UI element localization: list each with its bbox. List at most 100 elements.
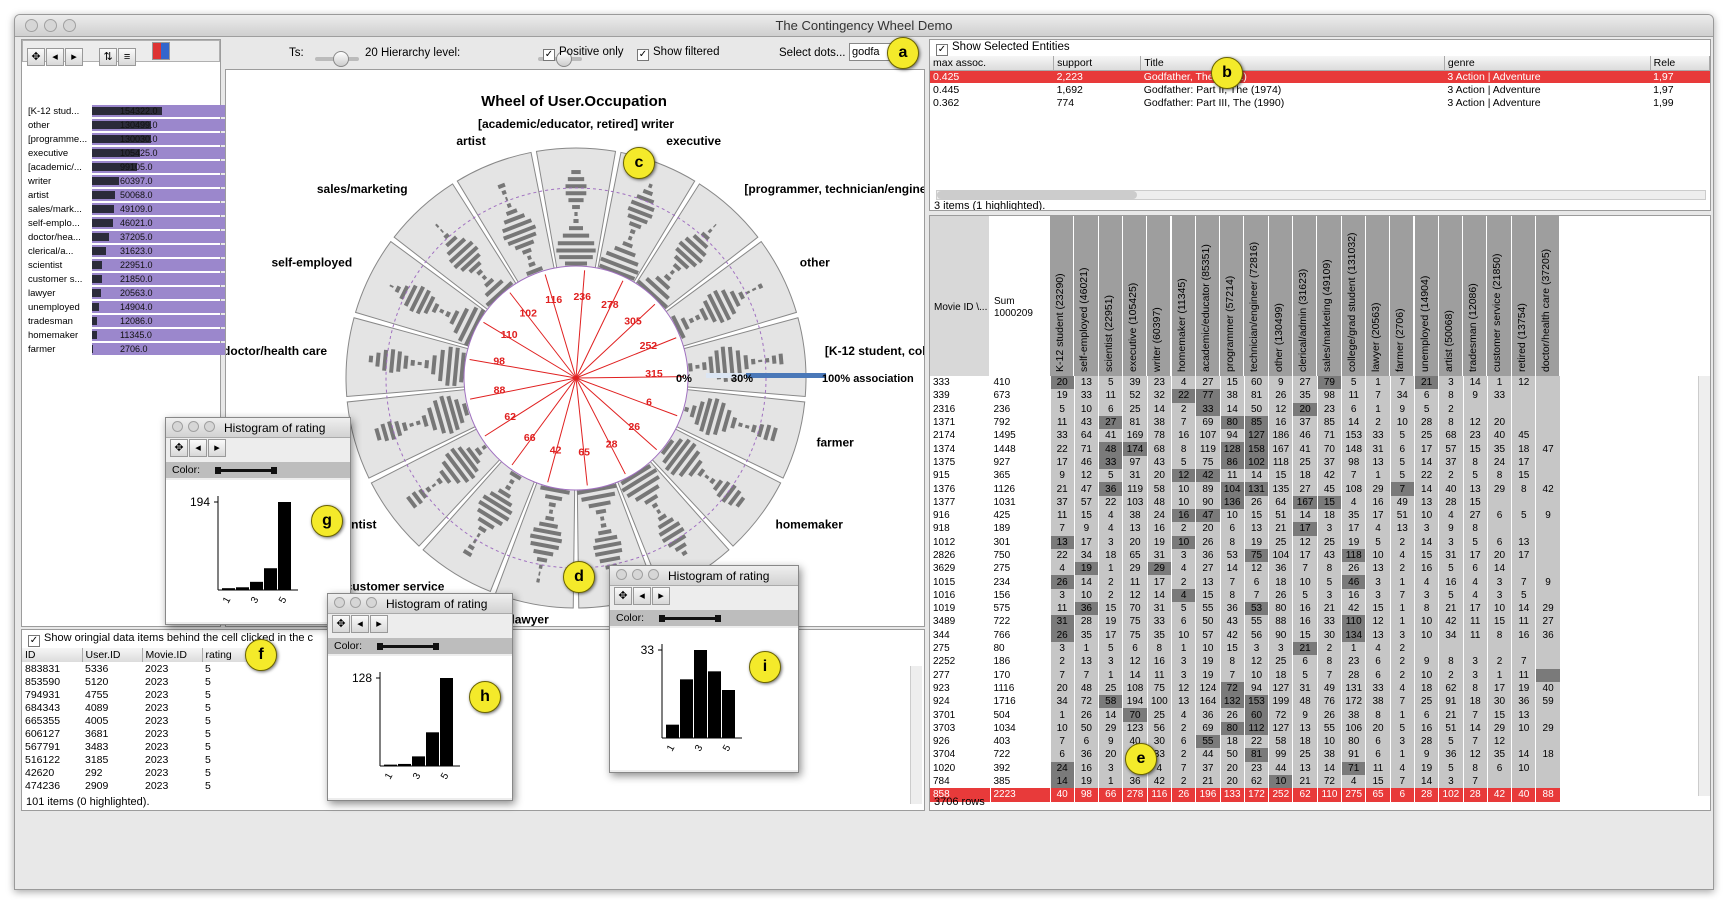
matrix-cell[interactable]: 36 [1098, 482, 1124, 496]
matrix-cell[interactable]: 48 [1098, 442, 1124, 456]
matrix-cell[interactable]: 25 [1147, 708, 1172, 722]
matrix-cell[interactable]: 12 [1511, 376, 1537, 390]
matrix-row[interactable]: 916 425 11 15 4 38 24 16 47 10 15 51 14 18 35 17 51 10 4 27… [930, 508, 1561, 523]
matrix-cell[interactable]: 31 [1292, 681, 1318, 696]
matrix-cell[interactable]: 16 [1268, 415, 1294, 430]
matrix-cell[interactable]: 29 [1535, 721, 1561, 736]
matrix-cell[interactable]: 14 [1147, 402, 1172, 416]
matrix-cell[interactable]: 40 [1535, 681, 1561, 696]
matrix-cell[interactable]: 102 [1438, 788, 1464, 802]
matrix-cell[interactable]: 21 [1268, 522, 1294, 536]
matrix-cell[interactable]: 5 [1390, 469, 1415, 483]
matrix-cell[interactable]: 62 [1438, 681, 1464, 696]
matrix-cell[interactable]: 5 [1390, 429, 1415, 443]
matrix-cell[interactable]: 6 [1487, 535, 1513, 549]
matrix-cell[interactable]: 81 [1244, 748, 1270, 762]
matrix-column-header[interactable]: artist (50068) [1438, 216, 1464, 376]
matrix-cell[interactable]: 3 [1268, 641, 1294, 656]
matrix-cell[interactable]: 1 [1365, 376, 1391, 390]
matrix-cell[interactable]: 1 [1098, 668, 1124, 682]
matrix-cell[interactable]: 25 [1268, 535, 1294, 549]
matrix-cell[interactable]: 134 [1341, 628, 1367, 642]
matrix-cell[interactable]: 5 [1365, 535, 1391, 549]
matrix-cell[interactable]: 99 [1268, 748, 1294, 762]
matrix-cell[interactable]: 35 [1487, 442, 1513, 456]
matrix-cell[interactable]: 5 [1171, 602, 1197, 616]
matrix-cell[interactable]: 3 [1098, 655, 1124, 669]
occupation-bar[interactable]: 60397.0 [92, 175, 234, 187]
matrix-row[interactable]: 1371 792 11 43 27 81 38 7 69 80 85 16 37 85 14 2 10 28 8 12… [930, 415, 1561, 430]
matrix-cell[interactable]: 13 [1511, 708, 1537, 722]
matrix-cell[interactable]: 3 [1098, 535, 1124, 549]
matrix-cell[interactable]: 6 [1414, 708, 1440, 722]
matrix-cell[interactable]: 10 [1511, 761, 1537, 775]
occupation-bar[interactable]: 22951.0 [92, 259, 234, 271]
matrix-cell[interactable]: 11 [1050, 602, 1075, 616]
matrix-cell[interactable]: 5 [1292, 668, 1318, 682]
matrix-cell[interactable]: 86 [1220, 455, 1245, 470]
matrix-cell[interactable] [1511, 735, 1537, 749]
matrix-cell[interactable]: 37 [1292, 415, 1318, 430]
matrix-cell[interactable]: 13 [1122, 522, 1148, 536]
matrix-cell[interactable]: 42 [1195, 469, 1221, 483]
checkbox-icon[interactable]: ✓ [637, 49, 649, 61]
prev-icon[interactable]: ◂ [46, 48, 64, 66]
matrix-cell[interactable]: 21 [1292, 774, 1318, 789]
matrix-cell[interactable]: 20 [1220, 761, 1245, 775]
matrix-cell[interactable]: 12 [1244, 562, 1270, 576]
matrix-cell[interactable]: 34 [1050, 695, 1075, 709]
matrix-cell[interactable]: 9 [1390, 402, 1415, 416]
matrix-column-header[interactable]: lawyer (20563) [1365, 216, 1391, 376]
matrix-cell[interactable]: 19 [1341, 535, 1367, 549]
matrix-cell[interactable]: 43 [1074, 415, 1100, 430]
matrix-cell[interactable]: 72 [1074, 695, 1100, 709]
matrix-cell[interactable]: 11 [1122, 575, 1148, 589]
matrix-cell[interactable]: 19 [1414, 761, 1440, 775]
matrix-cell[interactable]: 38 [1317, 748, 1343, 762]
original-data-table[interactable]: ID User.ID Movie.ID rating 883831 5336 2023 5 85… [22, 648, 263, 792]
matrix-cell[interactable]: 52 [1122, 389, 1148, 403]
zoom-dot[interactable] [63, 19, 76, 32]
matrix-cell[interactable]: 40 [1050, 788, 1075, 802]
matrix-cell[interactable]: 4 [1365, 641, 1391, 656]
matrix-cell[interactable]: 16 [1171, 429, 1197, 443]
matrix-cell[interactable]: 18 [1268, 668, 1294, 682]
matrix-cell[interactable]: 17 [1341, 522, 1367, 536]
matrix-cell[interactable] [1535, 562, 1561, 576]
matrix-cell[interactable]: 28 [1463, 788, 1488, 802]
matrix-cell[interactable]: 56 [1147, 721, 1172, 736]
matrix-cell[interactable]: 65 [1365, 788, 1391, 802]
matrix-cell[interactable]: 6 [1171, 735, 1197, 749]
matrix-cell[interactable]: 33 [1365, 429, 1391, 443]
matrix-cell[interactable]: 22 [1098, 495, 1124, 509]
matrix-cell[interactable] [1487, 774, 1513, 789]
matrix-cell[interactable]: 70 [1317, 442, 1343, 456]
matrix-cell[interactable]: 15 [1268, 469, 1294, 483]
occupation-bar-row[interactable]: sales/mark... 49109.0 [28, 202, 234, 216]
matrix-cell[interactable]: 27 [1292, 482, 1318, 496]
occupation-bar-row[interactable]: farmer 2706.0 [28, 342, 234, 356]
matrix-cell[interactable]: 3 [1487, 588, 1513, 603]
matrix-cell[interactable]: 9 [1535, 575, 1561, 589]
matrix-cell[interactable]: 33 [1050, 429, 1075, 443]
matrix-row[interactable]: 858 2223 40 98 66 278 116 26 196 133 172 252 62 110 27… [930, 788, 1561, 802]
orig-row[interactable]: 606127 3681 2023 5 [22, 727, 262, 740]
histogram-window-h[interactable]: Histogram of rating ✥ ◂ ▸ Color: 128 1 3 5 [327, 593, 513, 801]
occupation-bar-row[interactable]: [programme... 130030.0 [28, 132, 234, 146]
matrix-cell[interactable]: 4 [1463, 588, 1488, 603]
matrix-cell[interactable]: 5 [1438, 761, 1464, 775]
matrix-cell[interactable]: 20 [1292, 402, 1318, 416]
matrix-cell[interactable]: 7 [1511, 655, 1537, 669]
matrix-cell[interactable]: 1 [1390, 615, 1415, 629]
matrix-cell[interactable]: 118 [1341, 548, 1367, 563]
matrix-cell[interactable]: 90 [1195, 495, 1221, 509]
matrix-cell[interactable] [1535, 668, 1561, 682]
matrix-cell[interactable]: 26 [1268, 389, 1294, 403]
matrix-cell[interactable]: 13 [1292, 761, 1318, 775]
matrix-column-header[interactable]: tradesman (12086) [1463, 216, 1488, 376]
matrix-cell[interactable]: 8 [1365, 708, 1391, 722]
matrix-cell[interactable]: 30 [1487, 695, 1513, 709]
window-controls[interactable] [25, 19, 76, 32]
matrix-cell[interactable]: 131 [1341, 681, 1367, 696]
matrix-cell[interactable]: 10 [1317, 735, 1343, 749]
